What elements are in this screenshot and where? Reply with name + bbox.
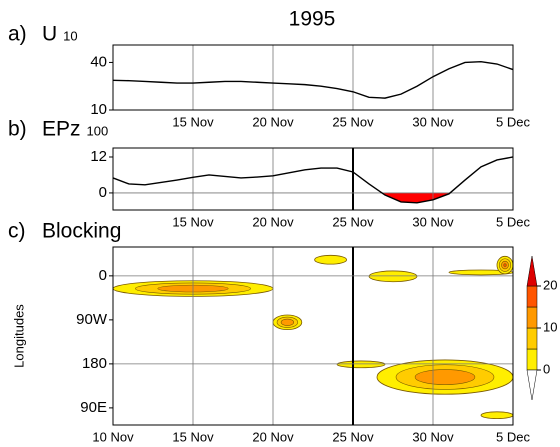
x-tick-label: 15 Nov xyxy=(172,114,214,129)
y-tick-label: 0 xyxy=(99,184,107,201)
figure-title: 1995 xyxy=(289,8,336,31)
plot-frame xyxy=(112,147,514,211)
x-tick-label: 20 Nov xyxy=(252,429,294,444)
x-tick-label: 5 Dec xyxy=(496,214,530,229)
x-tick-label: 25 Nov xyxy=(332,114,374,129)
colorbar-segment xyxy=(526,327,538,350)
colorbar-low xyxy=(526,369,538,401)
x-tick-label: 30 Nov xyxy=(412,214,454,229)
y-tick-label: 40 xyxy=(90,53,107,70)
panel-subscript: 100 xyxy=(87,123,109,138)
x-tick-label: 20 Nov xyxy=(252,114,294,129)
panel-label: b) xyxy=(8,118,27,141)
colorbar-label: 0 xyxy=(543,361,550,376)
colorbar-high xyxy=(526,255,538,287)
y-axis-label: Longitudes xyxy=(11,304,26,368)
blocking-core xyxy=(503,263,507,267)
blocking-core xyxy=(280,318,295,326)
colorbar-segment xyxy=(526,285,538,308)
x-tick-label: 10 Nov xyxy=(92,429,134,444)
x-tick-label: 30 Nov xyxy=(412,114,454,129)
blocking-region xyxy=(368,270,418,283)
x-tick-label: 25 Nov xyxy=(332,214,374,229)
colorbar-label: 20 xyxy=(543,277,557,292)
y-tick-label: 90E xyxy=(80,399,107,416)
panel-title: EPz xyxy=(42,118,81,141)
plot-frame xyxy=(112,246,514,426)
y-tick-label: 90W xyxy=(76,311,108,328)
x-tick-label: 5 Dec xyxy=(496,114,530,129)
panel-label: c) xyxy=(8,220,26,243)
panel-title: Blocking xyxy=(42,220,121,243)
y-tick-label: 12 xyxy=(90,148,107,165)
x-tick-label: 30 Nov xyxy=(412,429,454,444)
line xyxy=(112,156,514,204)
colorbar-segment xyxy=(526,306,538,329)
colorbar-label: 10 xyxy=(543,319,557,334)
colorbar-segment xyxy=(526,348,538,371)
x-tick-label: 5 Dec xyxy=(496,429,530,444)
x-tick-label: 25 Nov xyxy=(332,429,374,444)
plot-frame xyxy=(112,44,514,111)
y-tick-label: 0 xyxy=(99,267,107,284)
panel-title: U xyxy=(42,23,57,46)
y-tick-label: 10 xyxy=(90,101,107,118)
x-tick-label: 15 Nov xyxy=(172,429,214,444)
panel-subscript: 10 xyxy=(63,28,77,43)
line xyxy=(112,60,514,99)
blocking-region xyxy=(480,411,514,420)
blocking-region xyxy=(314,254,348,265)
blocking-core xyxy=(414,369,476,385)
x-tick-label: 15 Nov xyxy=(172,214,214,229)
x-tick-label: 20 Nov xyxy=(252,214,294,229)
panel-label: a) xyxy=(8,23,27,46)
y-tick-label: 180 xyxy=(82,355,107,372)
blocking-region xyxy=(336,360,386,369)
